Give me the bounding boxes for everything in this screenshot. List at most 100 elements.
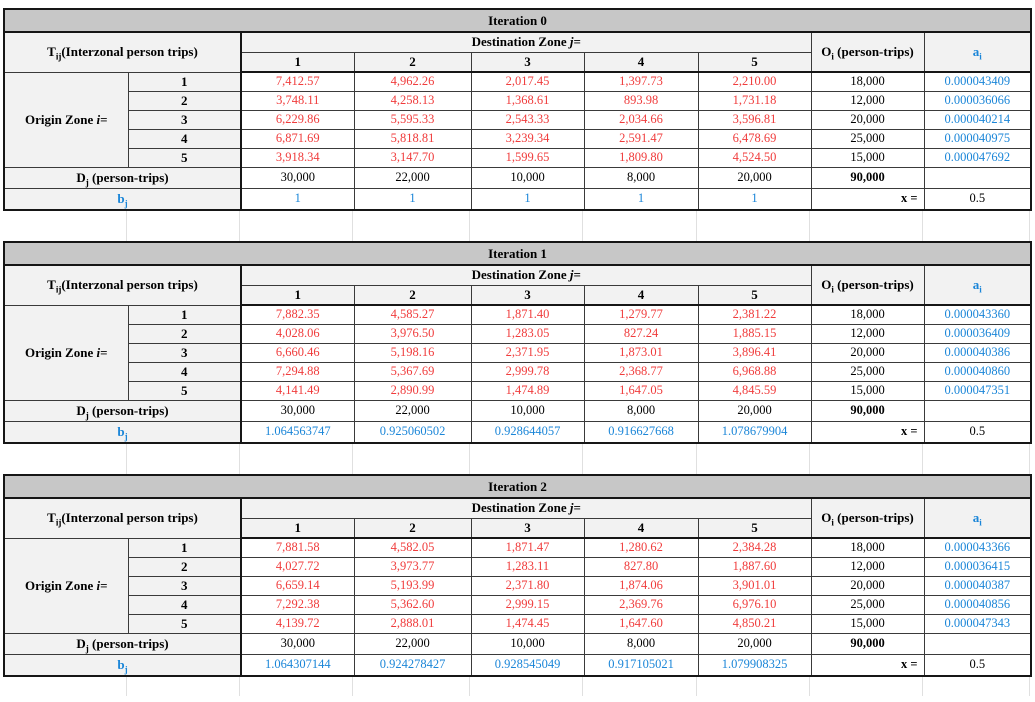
trip-value-cell[interactable]: 4,258.13 xyxy=(353,90,472,111)
oi-value-cell[interactable]: 25,000 xyxy=(810,128,925,149)
trip-value-cell[interactable]: 5,367.69 xyxy=(353,361,472,382)
destination-col-header[interactable]: 2 xyxy=(353,284,472,306)
origin-row-label-cell[interactable]: 4 xyxy=(127,361,242,382)
destination-col-header[interactable]: 1 xyxy=(240,284,355,306)
tij-header-cell[interactable]: Tij(Interzonal person trips) xyxy=(3,31,242,73)
dj-label-cell[interactable]: Dj (person-trips) xyxy=(3,166,242,189)
trip-value-cell[interactable]: 6,871.69 xyxy=(240,128,355,149)
oi-value-cell[interactable]: 15,000 xyxy=(810,380,925,401)
oi-value-cell[interactable]: 18,000 xyxy=(810,537,925,558)
trip-value-cell[interactable]: 7,294.88 xyxy=(240,361,355,382)
trip-value-cell[interactable]: 4,141.49 xyxy=(240,380,355,401)
trip-value-cell[interactable]: 2,371.95 xyxy=(470,342,585,363)
x-value-cell[interactable]: 0.5 xyxy=(923,653,1032,677)
trip-value-cell[interactable]: 1,280.62 xyxy=(583,537,699,558)
dj-label-cell[interactable]: Dj (person-trips) xyxy=(3,399,242,422)
oi-header-cell[interactable]: Oi (person-trips) xyxy=(810,264,925,306)
ai-value-cell[interactable]: 0.000040856 xyxy=(923,594,1032,615)
origin-row-label-cell[interactable]: 5 xyxy=(127,147,242,168)
destination-col-header[interactable]: 3 xyxy=(470,284,585,306)
dj-value-cell[interactable]: 20,000 xyxy=(697,399,812,422)
bj-value-cell[interactable]: 0.928545049 xyxy=(470,653,585,677)
dj-value-cell[interactable]: 30,000 xyxy=(240,632,355,655)
trip-value-cell[interactable]: 4,850.21 xyxy=(697,613,812,634)
ai-value-cell[interactable]: 0.000040386 xyxy=(923,342,1032,363)
ai-value-cell[interactable]: 0.000036066 xyxy=(923,90,1032,111)
dj-total-cell[interactable]: 90,000 xyxy=(810,399,925,422)
dj-value-cell[interactable]: 10,000 xyxy=(470,632,585,655)
oi-value-cell[interactable]: 12,000 xyxy=(810,556,925,577)
dj-value-cell[interactable]: 20,000 xyxy=(697,632,812,655)
ai-value-cell[interactable]: 0.000043409 xyxy=(923,71,1032,92)
trip-value-cell[interactable]: 6,660.46 xyxy=(240,342,355,363)
bj-value-cell[interactable]: 1.078679904 xyxy=(697,420,812,444)
trip-value-cell[interactable]: 5,198.16 xyxy=(353,342,472,363)
origin-row-label-cell[interactable]: 1 xyxy=(127,71,242,92)
trip-value-cell[interactable]: 2,999.15 xyxy=(470,594,585,615)
bj-label-cell[interactable]: bj xyxy=(3,653,242,677)
trip-value-cell[interactable]: 3,596.81 xyxy=(697,109,812,130)
trip-value-cell[interactable]: 6,478.69 xyxy=(697,128,812,149)
destination-col-header[interactable]: 3 xyxy=(470,51,585,73)
trip-value-cell[interactable]: 4,845.59 xyxy=(697,380,812,401)
ai-header-cell[interactable]: ai xyxy=(923,497,1032,539)
trip-value-cell[interactable]: 2,017.45 xyxy=(470,71,585,92)
oi-value-cell[interactable]: 20,000 xyxy=(810,575,925,596)
trip-value-cell[interactable]: 827.80 xyxy=(583,556,699,577)
oi-value-cell[interactable]: 15,000 xyxy=(810,147,925,168)
ai-value-cell[interactable]: 0.000047351 xyxy=(923,380,1032,401)
trip-value-cell[interactable]: 6,968.88 xyxy=(697,361,812,382)
ai-value-cell[interactable]: 0.000040214 xyxy=(923,109,1032,130)
trip-value-cell[interactable]: 1,873.01 xyxy=(583,342,699,363)
bj-label-cell[interactable]: bj xyxy=(3,187,242,211)
trip-value-cell[interactable]: 1,871.47 xyxy=(470,537,585,558)
x-label-cell[interactable]: x = xyxy=(810,187,925,211)
trip-value-cell[interactable]: 893.98 xyxy=(583,90,699,111)
origin-row-label-cell[interactable]: 4 xyxy=(127,594,242,615)
trip-value-cell[interactable]: 4,962.26 xyxy=(353,71,472,92)
iteration-title-cell[interactable]: Iteration 1 xyxy=(3,241,1032,266)
dj-value-cell[interactable]: 22,000 xyxy=(353,166,472,189)
x-label-cell[interactable]: x = xyxy=(810,420,925,444)
trip-value-cell[interactable]: 2,369.76 xyxy=(583,594,699,615)
ai-value-cell[interactable]: 0.000047692 xyxy=(923,147,1032,168)
trip-value-cell[interactable]: 3,976.50 xyxy=(353,323,472,344)
trip-value-cell[interactable]: 5,362.60 xyxy=(353,594,472,615)
origin-row-label-cell[interactable]: 2 xyxy=(127,323,242,344)
dj-label-cell[interactable]: Dj (person-trips) xyxy=(3,632,242,655)
trip-value-cell[interactable]: 1,368.61 xyxy=(470,90,585,111)
dj-value-cell[interactable]: 8,000 xyxy=(583,632,699,655)
dj-value-cell[interactable]: 8,000 xyxy=(583,166,699,189)
trip-value-cell[interactable]: 2,384.28 xyxy=(697,537,812,558)
oi-value-cell[interactable]: 18,000 xyxy=(810,304,925,325)
trip-value-cell[interactable]: 2,999.78 xyxy=(470,361,585,382)
bj-value-cell[interactable]: 1.064563747 xyxy=(240,420,355,444)
origin-zone-header-cell[interactable]: Origin Zone i= xyxy=(3,537,129,634)
trip-value-cell[interactable]: 1,885.15 xyxy=(697,323,812,344)
oi-value-cell[interactable]: 25,000 xyxy=(810,594,925,615)
trip-value-cell[interactable]: 3,147.70 xyxy=(353,147,472,168)
destination-col-header[interactable]: 5 xyxy=(697,284,812,306)
trip-value-cell[interactable]: 3,918.34 xyxy=(240,147,355,168)
trip-value-cell[interactable]: 7,882.35 xyxy=(240,304,355,325)
trip-value-cell[interactable]: 2,888.01 xyxy=(353,613,472,634)
destination-zone-header-cell[interactable]: Destination Zone j= xyxy=(240,31,812,53)
ai-value-cell[interactable]: 0.000047343 xyxy=(923,613,1032,634)
trip-value-cell[interactable]: 1,283.05 xyxy=(470,323,585,344)
trip-value-cell[interactable]: 1,731.18 xyxy=(697,90,812,111)
trip-value-cell[interactable]: 1,647.60 xyxy=(583,613,699,634)
trip-value-cell[interactable]: 5,818.81 xyxy=(353,128,472,149)
origin-row-label-cell[interactable]: 3 xyxy=(127,342,242,363)
destination-col-header[interactable]: 3 xyxy=(470,517,585,539)
destination-col-header[interactable]: 2 xyxy=(353,517,472,539)
trip-value-cell[interactable]: 1,474.89 xyxy=(470,380,585,401)
origin-row-label-cell[interactable]: 3 xyxy=(127,109,242,130)
x-label-cell[interactable]: x = xyxy=(810,653,925,677)
destination-col-header[interactable]: 4 xyxy=(583,517,699,539)
origin-row-label-cell[interactable]: 4 xyxy=(127,128,242,149)
bj-value-cell[interactable]: 1 xyxy=(240,187,355,211)
dj-value-cell[interactable]: 8,000 xyxy=(583,399,699,422)
trip-value-cell[interactable]: 7,881.58 xyxy=(240,537,355,558)
oi-value-cell[interactable]: 18,000 xyxy=(810,71,925,92)
trip-value-cell[interactable]: 4,585.27 xyxy=(353,304,472,325)
